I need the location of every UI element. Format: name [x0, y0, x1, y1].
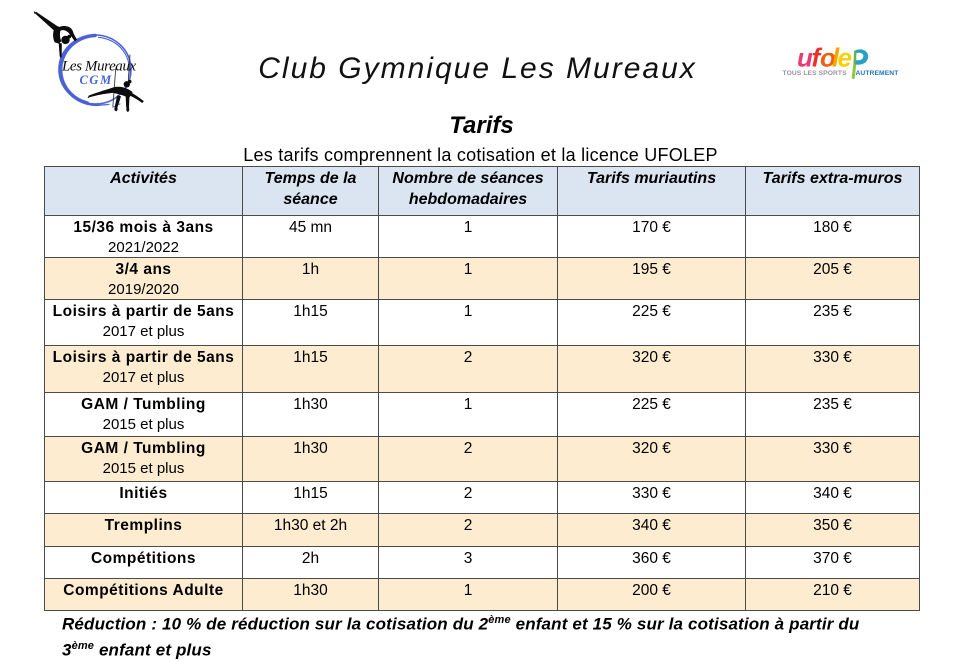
svg-text:AUTREMENT: AUTREMENT — [856, 70, 900, 77]
svg-text:TOUS LES SPORTS: TOUS LES SPORTS — [783, 70, 848, 77]
svg-text:u: u — [797, 43, 813, 73]
svg-text:CGM: CGM — [80, 73, 113, 87]
svg-text:Les Mureaux: Les Mureaux — [61, 59, 137, 75]
svg-text:e: e — [838, 43, 852, 73]
svg-text:o: o — [820, 43, 836, 73]
svg-text:f: f — [812, 43, 823, 73]
svg-text:l: l — [832, 43, 840, 73]
